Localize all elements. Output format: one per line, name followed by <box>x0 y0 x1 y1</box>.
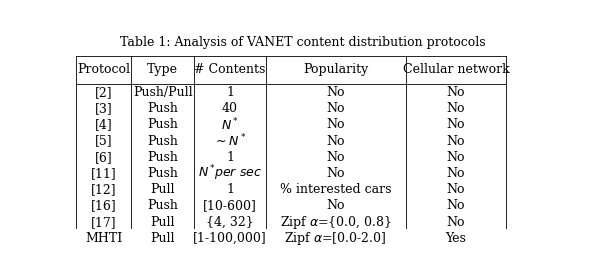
Text: No: No <box>447 118 466 131</box>
Text: No: No <box>447 167 466 180</box>
Text: 1: 1 <box>226 183 234 196</box>
Text: No: No <box>447 151 466 164</box>
Text: $\mathit{N}^*\!\mathit{per\ sec}$: $\mathit{N}^*\!\mathit{per\ sec}$ <box>198 164 262 183</box>
Text: MHTI: MHTI <box>85 232 122 245</box>
Text: Push: Push <box>148 118 178 131</box>
Text: No: No <box>447 86 466 99</box>
Text: {4, 32}: {4, 32} <box>206 216 254 229</box>
Text: No: No <box>326 167 345 180</box>
Text: Table 1: Analysis of VANET content distribution protocols: Table 1: Analysis of VANET content distr… <box>120 36 485 49</box>
Text: [5]: [5] <box>95 135 113 148</box>
Text: [16]: [16] <box>91 199 117 213</box>
Text: Push/Pull: Push/Pull <box>133 86 192 99</box>
Text: Pull: Pull <box>150 183 175 196</box>
Text: [6]: [6] <box>95 151 113 164</box>
Text: Push: Push <box>148 151 178 164</box>
Text: No: No <box>326 86 345 99</box>
Text: No: No <box>447 216 466 229</box>
Text: No: No <box>447 199 466 213</box>
Text: No: No <box>447 102 466 115</box>
Text: [2]: [2] <box>95 86 113 99</box>
Text: [4]: [4] <box>95 118 113 131</box>
Text: [17]: [17] <box>91 216 117 229</box>
Text: No: No <box>447 135 466 148</box>
Text: [10-600]: [10-600] <box>203 199 257 213</box>
Text: Type: Type <box>148 63 178 76</box>
Text: [11]: [11] <box>91 167 117 180</box>
Text: Popularity: Popularity <box>303 63 368 76</box>
Text: Protocol: Protocol <box>77 63 130 76</box>
Text: Push: Push <box>148 102 178 115</box>
Text: 40: 40 <box>222 102 238 115</box>
Text: No: No <box>326 102 345 115</box>
Text: $\mathit{N}^*$: $\mathit{N}^*$ <box>221 116 239 133</box>
Text: Yes: Yes <box>445 232 467 245</box>
Text: Push: Push <box>148 135 178 148</box>
Text: No: No <box>326 199 345 213</box>
Text: Push: Push <box>148 199 178 213</box>
Text: % interested cars: % interested cars <box>280 183 392 196</box>
Text: Zipf $\alpha$=[0.0-2.0]: Zipf $\alpha$=[0.0-2.0] <box>284 230 387 247</box>
Text: $\sim \mathit{N}^*$: $\sim \mathit{N}^*$ <box>213 133 247 149</box>
Text: 1: 1 <box>226 151 234 164</box>
Text: Push: Push <box>148 167 178 180</box>
Text: [1-100,000]: [1-100,000] <box>193 232 267 245</box>
Text: Pull: Pull <box>150 232 175 245</box>
Text: Zipf $\alpha$={0.0, 0.8}: Zipf $\alpha$={0.0, 0.8} <box>280 214 392 231</box>
Text: [12]: [12] <box>91 183 117 196</box>
Text: No: No <box>326 135 345 148</box>
Text: 1: 1 <box>226 86 234 99</box>
Text: Pull: Pull <box>150 216 175 229</box>
Text: # Contents: # Contents <box>194 63 266 76</box>
Text: Cellular network: Cellular network <box>403 63 509 76</box>
Text: No: No <box>447 183 466 196</box>
Text: No: No <box>326 151 345 164</box>
Text: No: No <box>326 118 345 131</box>
Text: [3]: [3] <box>95 102 113 115</box>
